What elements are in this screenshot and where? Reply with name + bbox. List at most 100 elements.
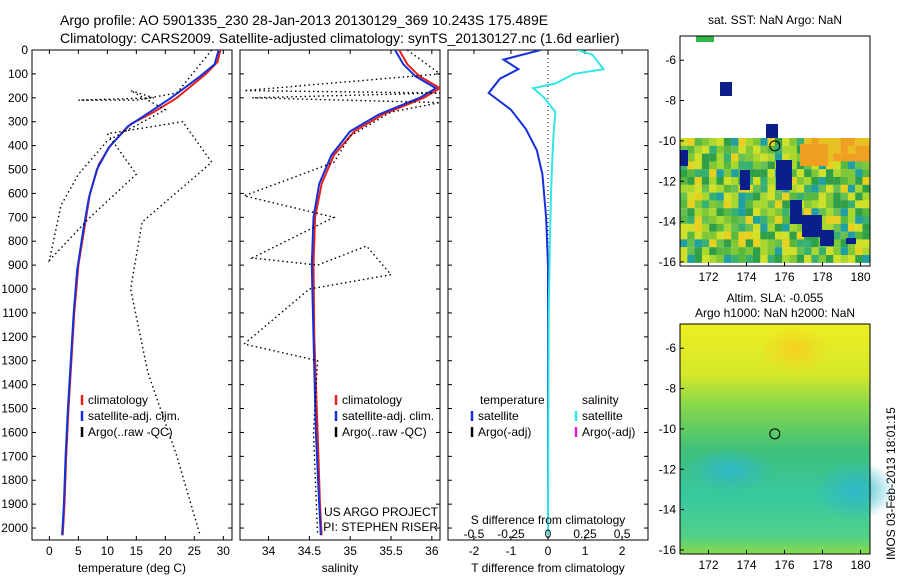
sst-cell — [716, 239, 724, 248]
sst-cell — [745, 161, 754, 170]
sst-cell — [709, 169, 717, 178]
sst-cell — [826, 177, 834, 185]
sst-cell — [862, 208, 870, 217]
sst-cell — [694, 184, 702, 193]
sst-cell — [789, 223, 797, 232]
legend-label: Argo(..raw -QC) — [342, 425, 427, 439]
y-tick-label: 900 — [8, 258, 28, 272]
sst-cell — [731, 255, 739, 263]
sst-cell — [818, 223, 827, 232]
sst-cell — [774, 231, 783, 240]
sst-cell — [696, 36, 714, 42]
sst-cell — [723, 216, 732, 224]
sst-cell — [694, 138, 702, 146]
sst-cell — [745, 192, 754, 201]
x-tick-label: 1 — [582, 544, 589, 558]
sst-cell — [847, 145, 856, 154]
sst-cell — [731, 200, 739, 209]
y-tick-label: 800 — [8, 234, 28, 248]
sla-map-title: Altim. SLA: -0.055 — [727, 291, 824, 305]
sst-cell — [782, 200, 790, 209]
x-tick-label: 15 — [130, 544, 144, 558]
sst-cell — [826, 216, 834, 224]
sst-cell — [847, 138, 856, 146]
sst-cell — [701, 138, 710, 146]
header-line-2: Climatology: CARS2009. Satellite-adjuste… — [60, 30, 620, 46]
sst-cell — [680, 145, 688, 154]
temperature-series-satellite-adj-clim- — [61, 50, 220, 536]
sst-cell — [833, 184, 841, 193]
map-y-tick-label: -12 — [659, 174, 677, 188]
map-x-tick-label: 176 — [774, 270, 794, 284]
x-tick-label: 0 — [46, 544, 53, 558]
sst-cell — [804, 177, 812, 185]
sst-cell — [694, 177, 702, 185]
sst-cell — [847, 223, 856, 232]
map-x-tick-label: 180 — [850, 270, 870, 284]
sst-cell — [833, 255, 841, 263]
map-y-tick-label: -10 — [659, 134, 677, 148]
sst-cell — [862, 200, 870, 209]
sst-cell — [760, 239, 768, 248]
sst-cell — [774, 216, 783, 224]
difference-panel: -2 -1 0 1 2 T difference from climatology temp… — [447, 49, 649, 575]
legend-label: Argo(-adj) — [582, 425, 635, 439]
sst-cell — [818, 192, 827, 201]
sst-cell — [709, 247, 717, 256]
sst-cell — [789, 247, 797, 256]
sst-cell — [804, 239, 812, 248]
y-tick-label: 1400 — [1, 378, 28, 392]
sst-cell — [811, 192, 819, 201]
sst-cell — [753, 138, 761, 146]
sst-cell — [723, 200, 732, 209]
sst-cell — [796, 169, 805, 178]
x-tick-label: 10 — [101, 544, 115, 558]
sst-cell — [716, 169, 724, 178]
sst-cell — [855, 192, 863, 201]
sst-cell — [738, 208, 746, 217]
sst-cell — [774, 223, 783, 232]
sst-cell — [745, 255, 754, 263]
sst-cell — [855, 247, 863, 256]
sst-cell — [680, 223, 688, 232]
sst-cell — [833, 153, 841, 162]
sst-cell — [694, 239, 702, 248]
sst-cell — [701, 223, 710, 232]
sst-cell — [826, 184, 834, 193]
sst-cell — [709, 239, 717, 248]
legend-label: salinity — [582, 393, 619, 407]
sst-cell — [847, 192, 856, 201]
sst-cell — [855, 177, 863, 185]
sst-cell — [687, 192, 695, 201]
sst-cell — [833, 247, 841, 256]
sst-cell — [796, 223, 805, 232]
sst-cell — [731, 145, 739, 154]
legend-label: satellite-adj. clim. — [342, 409, 434, 423]
sst-cold-cell — [776, 160, 792, 190]
map-y-tick-label: -6 — [665, 53, 676, 67]
s-tick-label: -0.25 — [497, 527, 525, 541]
sst-cell — [847, 200, 856, 209]
sst-cell — [723, 169, 732, 178]
sst-cell — [833, 208, 841, 217]
sst-cell — [723, 208, 732, 217]
sst-cell — [840, 239, 848, 248]
sst-cell — [723, 153, 732, 162]
sst-cell — [804, 192, 812, 201]
x-tick-label: 35.5 — [379, 544, 403, 558]
sst-cell — [767, 161, 775, 170]
y-tick-label: 100 — [8, 67, 28, 81]
sst-cell — [826, 247, 834, 256]
sst-cell — [862, 169, 870, 178]
sst-cell — [687, 161, 695, 170]
x-tick-label: 2 — [619, 544, 626, 558]
sst-cell — [760, 161, 768, 170]
sst-cell — [767, 200, 775, 209]
sst-cell — [753, 161, 761, 170]
sst-cell — [782, 138, 790, 146]
sst-cell — [709, 184, 717, 193]
y-tick-label: 1800 — [1, 473, 28, 487]
sla-map-frame — [679, 323, 871, 555]
sst-cell — [804, 247, 812, 256]
sst-cell — [680, 138, 688, 146]
